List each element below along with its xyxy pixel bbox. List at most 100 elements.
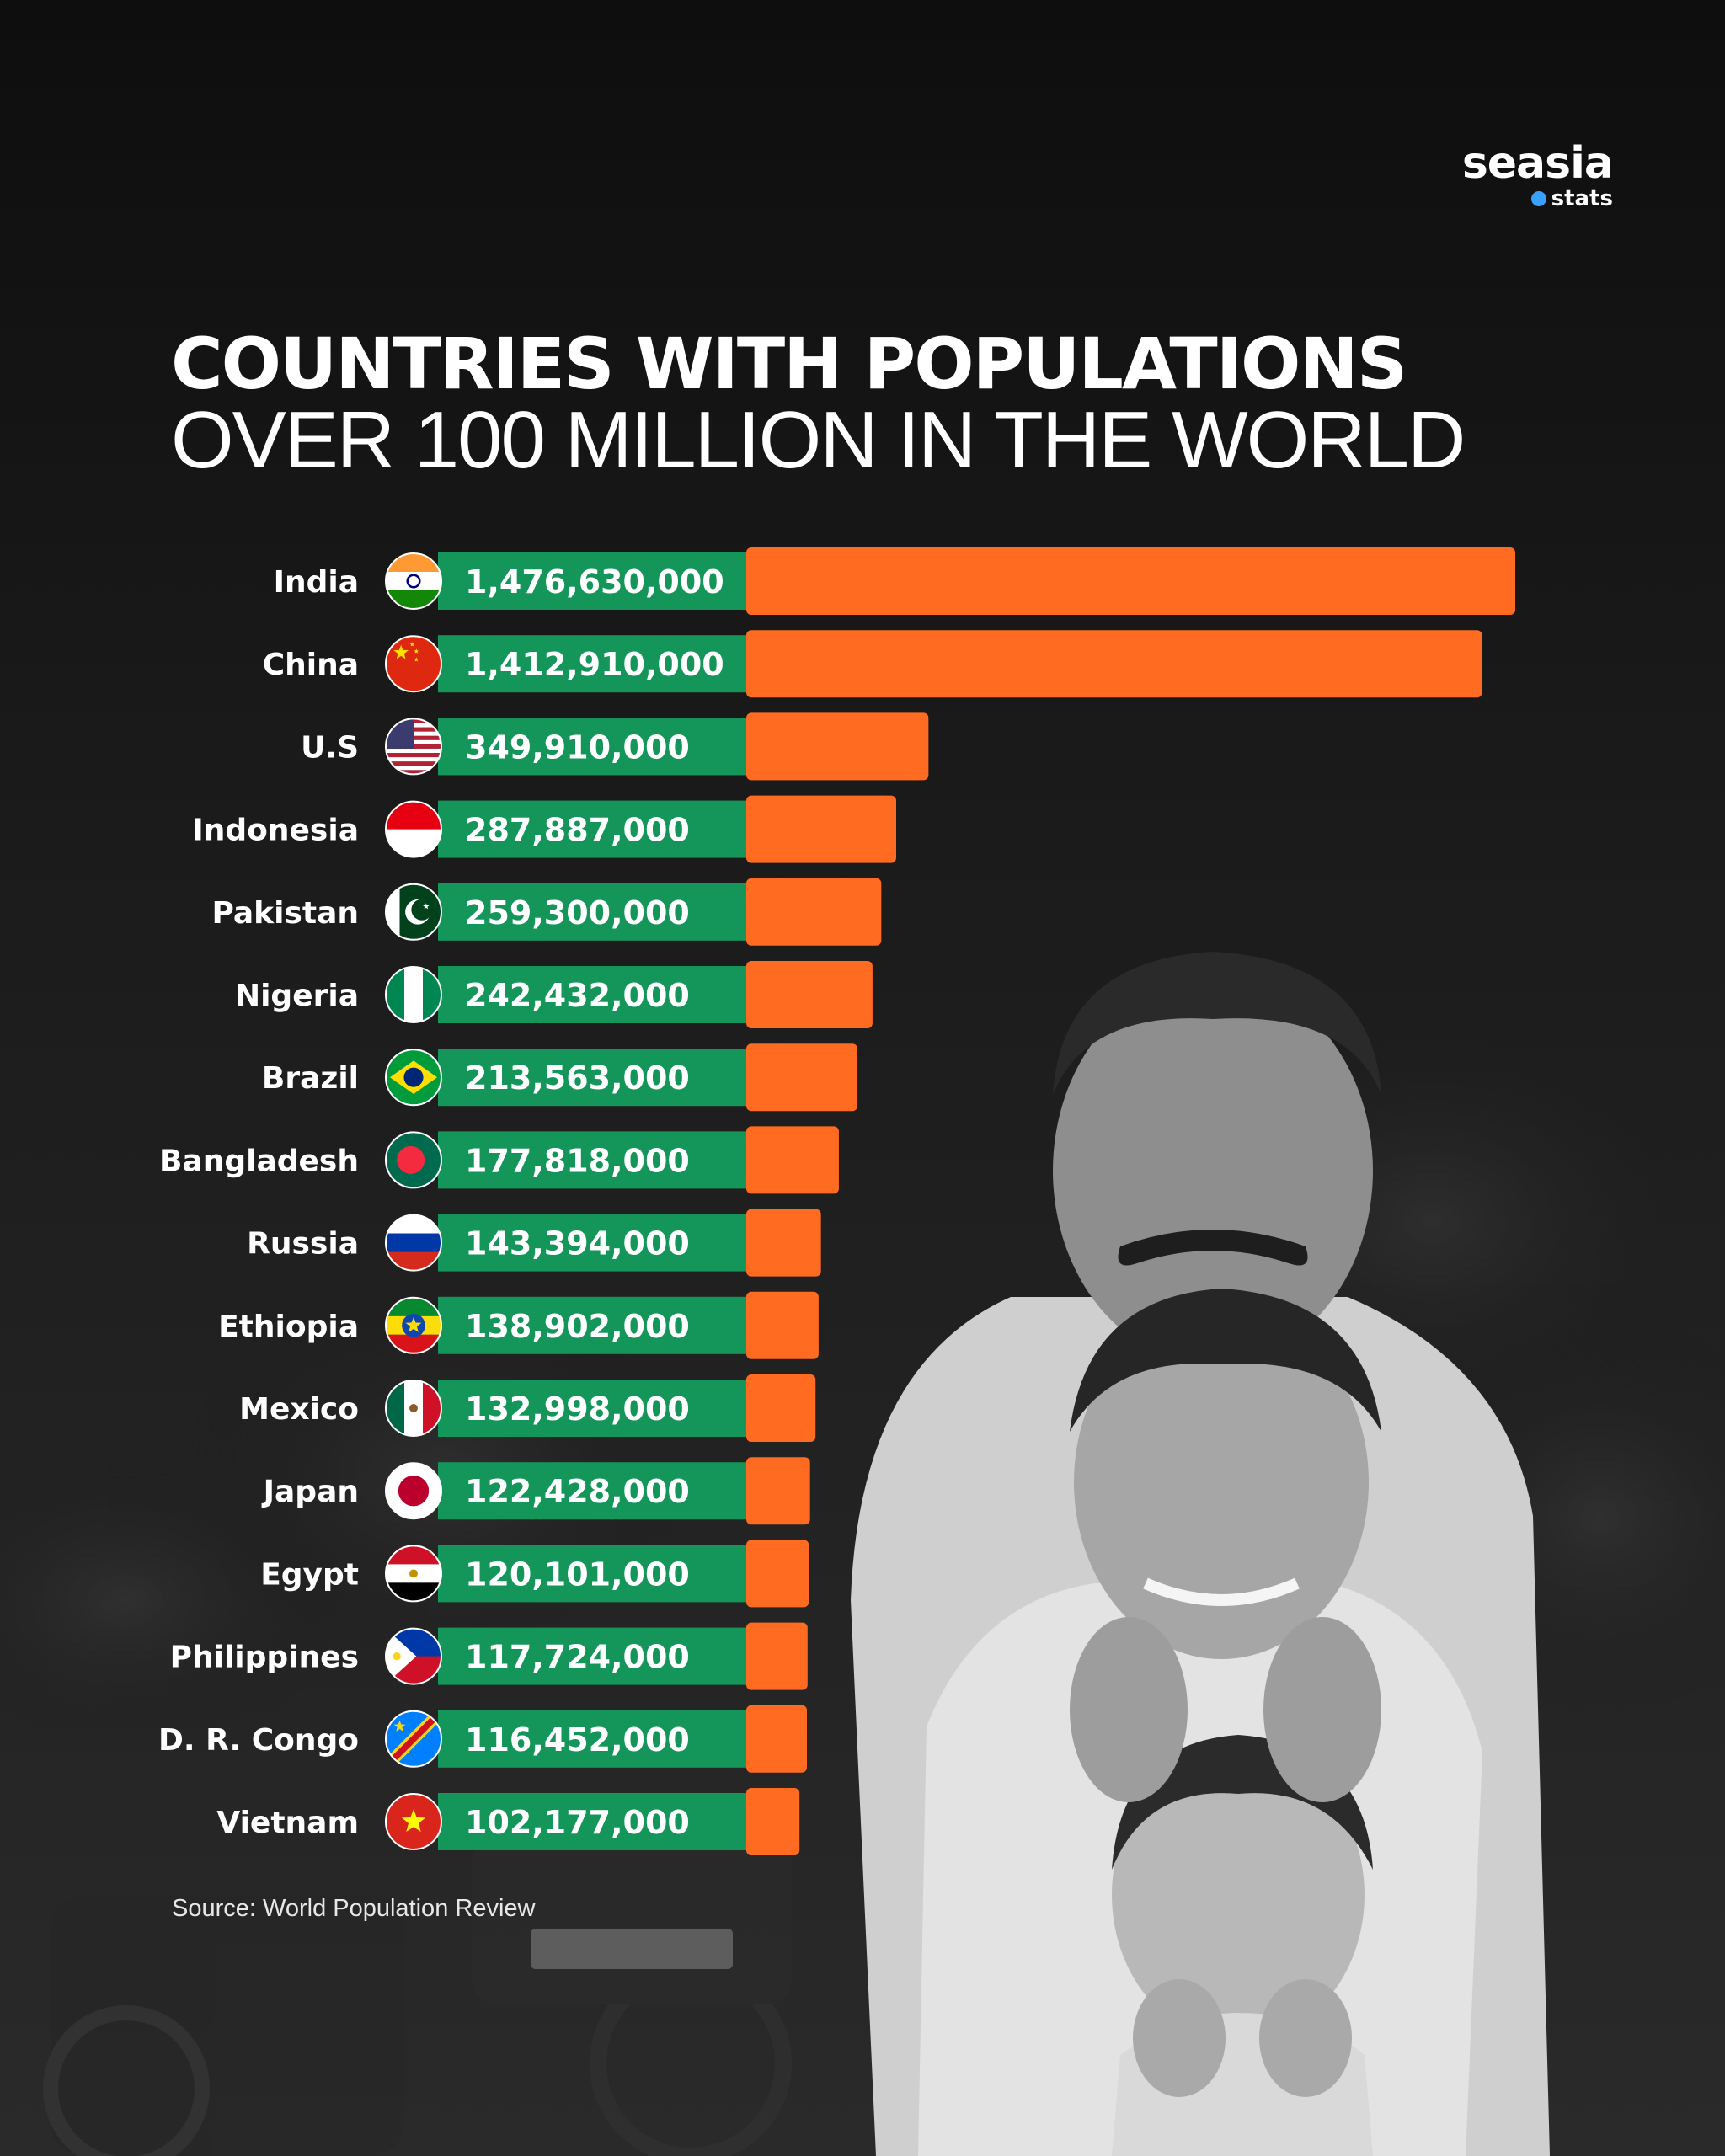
bar-pakistan (746, 878, 882, 946)
data-label: 116,452,000 (465, 1721, 690, 1758)
bar-nigeria (746, 961, 873, 1028)
category-label: Japan (261, 1475, 359, 1509)
data-label: 1,412,910,000 (465, 646, 724, 683)
bar-row-indonesia: Indonesia 287,887,000 (192, 795, 897, 863)
bar-row-ethiopia: Ethiopia 138,902,000 (218, 1291, 819, 1359)
bar-bangladesh (746, 1126, 839, 1194)
bar-row-brazil: Brazil 213,563,000 (262, 1043, 858, 1112)
value-band (438, 1545, 746, 1603)
bar-brazil (746, 1043, 858, 1112)
value-band (438, 552, 746, 610)
bar-russia (746, 1209, 821, 1277)
bar-row-mexico: Mexico 132,998,000 (239, 1374, 816, 1442)
chart-title-line-1: COUNTRIES WITH POPULATIONS (171, 323, 1407, 405)
category-label: Russia (247, 1227, 359, 1262)
globe-icon (1530, 191, 1546, 206)
china-flag-icon (386, 636, 441, 692)
data-label: 287,887,000 (465, 812, 690, 849)
value-band (438, 800, 746, 858)
category-label: Mexico (239, 1392, 359, 1427)
flag-ring (385, 552, 442, 610)
category-label: Egypt (260, 1557, 359, 1592)
brand-sub-label: stats (1551, 186, 1613, 211)
ethiopia-flag-icon (386, 1297, 441, 1353)
flag-ring (385, 1627, 442, 1685)
bar-indonesia (746, 795, 897, 863)
bar-row-vietnam: Vietnam 102,177,000 (216, 1788, 800, 1855)
bar-row-u-s: U.S 349,910,000 (301, 712, 929, 781)
flag-ring (385, 635, 442, 693)
flag-ring (385, 1462, 442, 1520)
flag-ring (385, 718, 442, 776)
mexico-flag-icon (386, 1380, 441, 1436)
data-label: 242,432,000 (465, 977, 690, 1014)
bar-row-japan: Japan 122,428,000 (261, 1457, 810, 1525)
source-note: Source: World Population Review (172, 1895, 536, 1922)
data-label: 120,101,000 (465, 1556, 690, 1593)
bangladesh-flag-icon (386, 1132, 441, 1188)
value-band (438, 1793, 746, 1850)
data-label: 1,476,630,000 (465, 563, 724, 600)
data-label: 122,428,000 (465, 1473, 690, 1510)
flag-ring (385, 1710, 442, 1768)
brand-name: seasia (1461, 138, 1614, 189)
brand-logo: seasia stats (1461, 138, 1614, 212)
category-label: Brazil (262, 1061, 359, 1096)
bar-china (746, 630, 1482, 698)
category-label: Vietnam (216, 1806, 359, 1840)
flag-ring (385, 1049, 442, 1107)
egypt-flag-icon (386, 1545, 441, 1602)
category-label: Ethiopia (218, 1310, 359, 1344)
bar-philippines (746, 1622, 808, 1690)
data-label: 102,177,000 (465, 1804, 690, 1841)
value-band (438, 883, 746, 941)
category-label: Indonesia (192, 814, 359, 848)
category-label: U.S (301, 730, 359, 765)
bar-row-pakistan: Pakistan 259,300,000 (211, 878, 882, 946)
category-label: Nigeria (235, 979, 359, 1013)
chart-title-line-2: OVER 100 MILLION IN THE WORLD (171, 395, 1466, 485)
bar-row-china: China 1,412,910,000 (263, 630, 1482, 698)
value-band (438, 1296, 746, 1354)
brand-sub: stats (1530, 185, 1613, 212)
value-band (438, 966, 746, 1023)
category-label: Bangladesh (159, 1144, 359, 1178)
flag-ring (385, 1214, 442, 1272)
russia-flag-icon (386, 1214, 441, 1271)
data-label: 117,724,000 (465, 1639, 690, 1676)
data-label: 132,998,000 (465, 1390, 690, 1428)
flag-ring (385, 1793, 442, 1850)
japan-flag-icon (386, 1463, 441, 1519)
category-label: D. R. Congo (158, 1723, 359, 1758)
value-band (438, 1462, 746, 1520)
value-band (438, 718, 746, 776)
data-label: 259,300,000 (465, 894, 690, 931)
category-label: Philippines (170, 1641, 359, 1675)
bar-row-india: India 1,476,630,000 (274, 547, 1515, 615)
value-band (438, 1710, 746, 1768)
bar-japan (746, 1457, 810, 1525)
value-band (438, 635, 746, 693)
flag-ring (385, 1296, 442, 1354)
flag-ring (385, 1131, 442, 1189)
flag-ring (385, 883, 442, 941)
bar-row-nigeria: Nigeria 242,432,000 (235, 961, 873, 1028)
bar-egypt (746, 1540, 809, 1608)
data-label: 177,818,000 (465, 1142, 690, 1179)
bar-u-s (746, 712, 929, 781)
bar-row-russia: Russia 143,394,000 (247, 1209, 821, 1277)
value-band (438, 1131, 746, 1189)
data-label: 143,394,000 (465, 1225, 690, 1262)
flag-ring (385, 966, 442, 1023)
data-label: 138,902,000 (465, 1308, 690, 1345)
flag-ring (385, 1380, 442, 1437)
bar-row-d-r-congo: D. R. Congo 116,452,000 (158, 1705, 808, 1773)
india-flag-icon (386, 553, 441, 609)
brazil-flag-icon (386, 1049, 441, 1106)
category-label: India (274, 565, 359, 600)
dr-congo-flag-icon (386, 1710, 441, 1767)
nigeria-flag-icon (386, 967, 441, 1022)
philippines-flag-icon (386, 1628, 441, 1684)
vietnam-flag-icon (386, 1794, 441, 1849)
